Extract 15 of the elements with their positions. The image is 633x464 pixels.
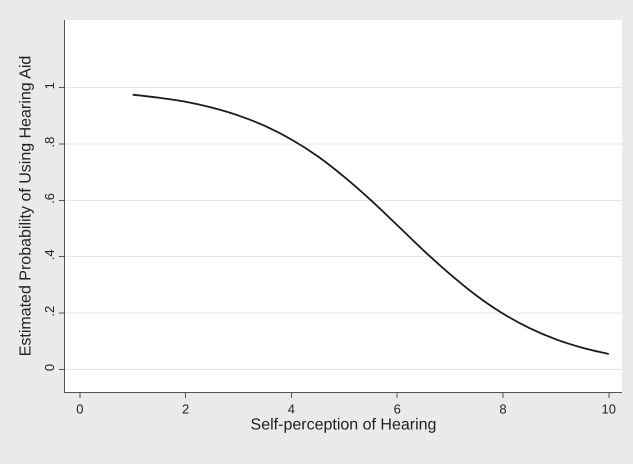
- y-tick-label: .8: [42, 136, 57, 148]
- x-tick-label: 10: [602, 402, 616, 417]
- y-tick-label: .4: [42, 249, 57, 260]
- x-axis-title: Self-perception of Hearing: [250, 416, 436, 434]
- x-tick-label: 4: [288, 402, 296, 417]
- y-axis-title: Estimated Probability of Using Hearing Aid: [18, 56, 35, 356]
- y-tick-label: 0: [42, 364, 57, 372]
- x-tick-label: 8: [499, 402, 507, 417]
- line-series: [132, 94, 610, 355]
- x-tick-label: 6: [394, 402, 401, 417]
- y-tick-label: 1: [42, 82, 57, 90]
- y-tick-label: .2: [42, 306, 57, 317]
- y-tick-label: .6: [42, 192, 57, 204]
- x-tick-label: 0: [76, 402, 84, 417]
- x-tick-label: 2: [182, 402, 190, 417]
